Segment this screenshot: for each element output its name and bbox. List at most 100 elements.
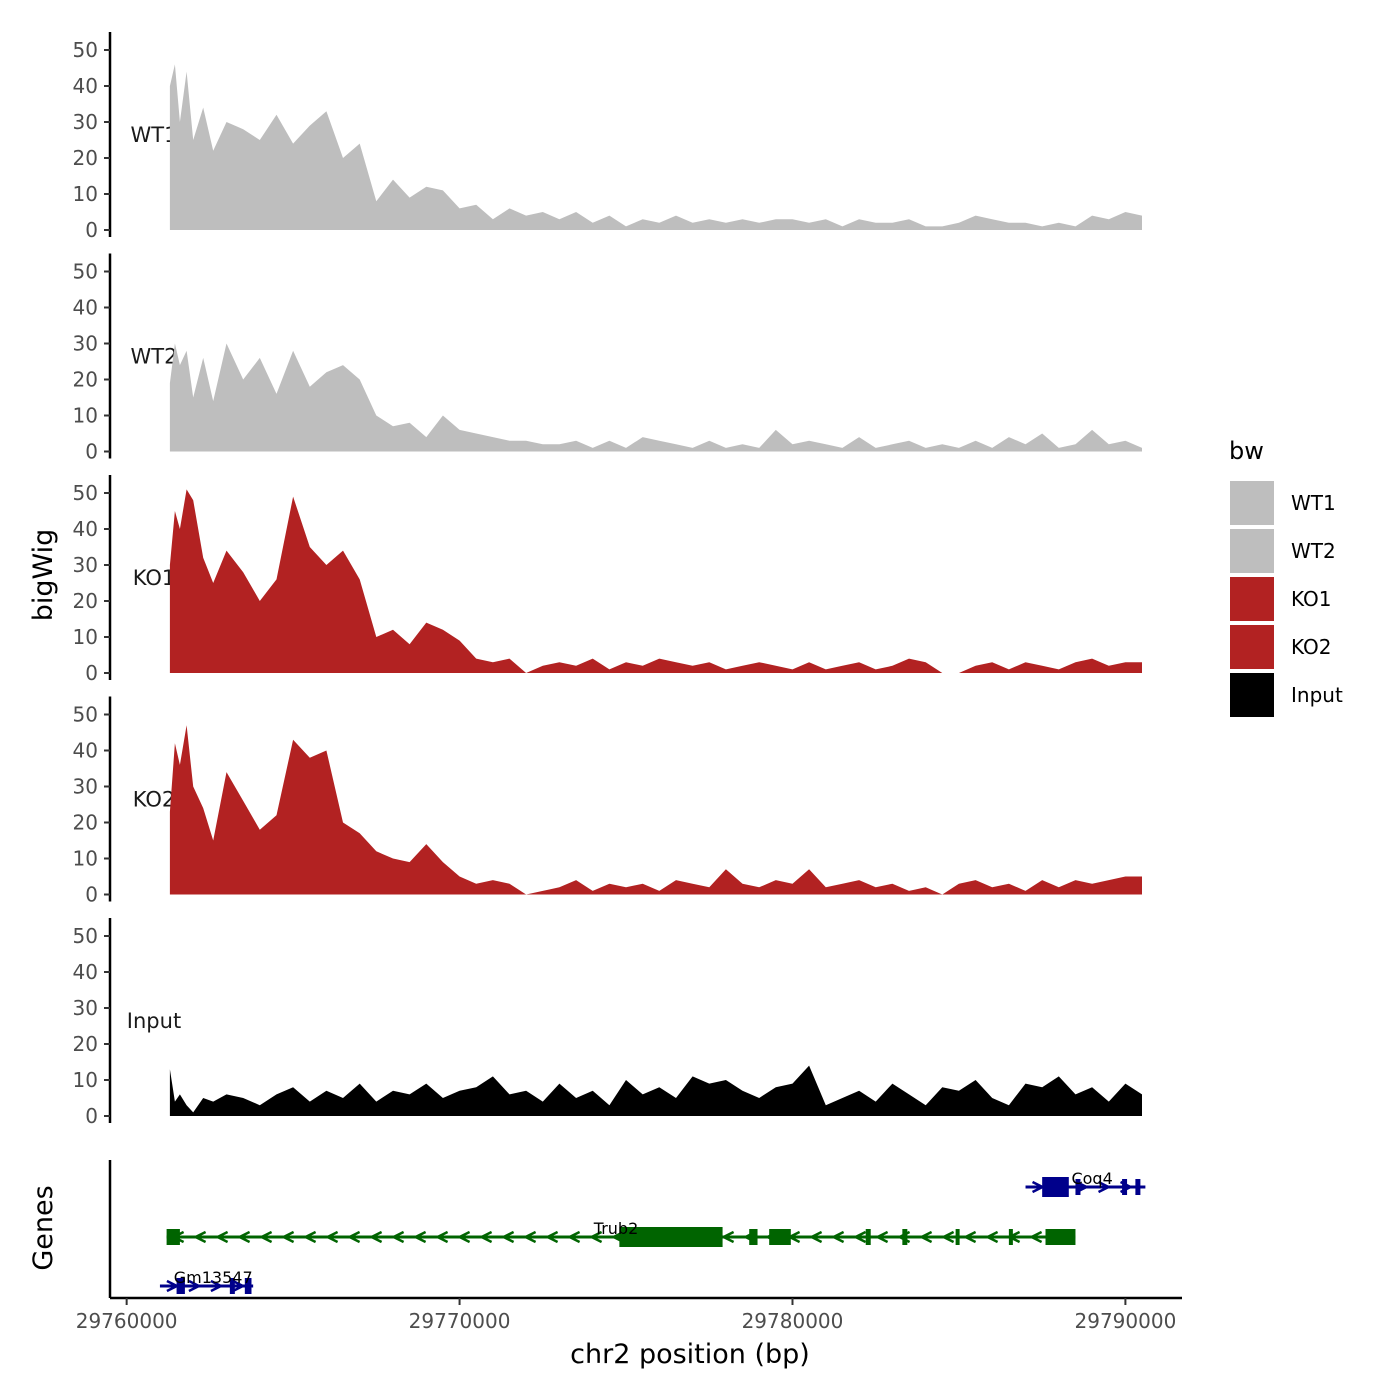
y-tick-label: 20	[73, 146, 98, 170]
coverage-tracks: 0 10 20 30 40 50 WT1 0 10 20 30 40 50 WT2 0 10 20 30 40 50 K…	[73, 32, 1142, 1128]
gene-exon	[244, 1278, 252, 1294]
strand-arrow	[368, 1230, 383, 1244]
coverage-area-input	[169, 1065, 1142, 1116]
y-tick-label: 50	[73, 924, 98, 948]
x-tick-label: 29780000	[742, 1309, 844, 1333]
strand-arrow	[434, 1230, 449, 1244]
y-tick-label: 50	[73, 38, 98, 62]
y-tick-label: 30	[73, 996, 98, 1020]
strand-arrow	[984, 1230, 999, 1244]
x-tick-label: 29790000	[1075, 1309, 1177, 1333]
gene-exon	[749, 1229, 758, 1245]
gene-exon	[902, 1229, 908, 1245]
strand-arrow	[522, 1230, 537, 1244]
y-tick-label: 10	[73, 847, 98, 871]
gene-label-trub2: Trub2	[593, 1219, 638, 1238]
track-label-ko1: KO1	[133, 566, 176, 590]
gene-label-coq4: Coq4	[1071, 1169, 1112, 1188]
strand-arrow	[962, 1230, 977, 1244]
coverage-area-wt2	[169, 343, 1142, 452]
strand-arrow	[302, 1230, 317, 1244]
legend-label-wt2: WT2	[1291, 539, 1336, 563]
strand-arrow	[232, 1279, 246, 1293]
strand-arrow	[456, 1230, 471, 1244]
y-tick-label: 40	[73, 960, 98, 984]
track-input: 0 10 20 30 40 50 Input	[73, 918, 1142, 1128]
gene-exon	[1075, 1179, 1081, 1195]
coverage-area-ko1	[169, 489, 1142, 673]
track-label-input: Input	[127, 1009, 181, 1033]
strand-arrow	[324, 1230, 339, 1244]
strand-arrow	[192, 1230, 207, 1244]
y-tick-label: 0	[85, 883, 98, 907]
track-label-ko2: KO2	[133, 788, 176, 812]
gene-exon	[769, 1229, 791, 1245]
track-wt2: 0 10 20 30 40 50 WT2	[73, 253, 1142, 464]
strand-arrow	[236, 1230, 251, 1244]
x-axis: 29760000 29770000 29780000 29790000	[76, 1296, 1182, 1333]
track-label-wt1: WT1	[131, 123, 178, 147]
strand-arrow	[852, 1230, 867, 1244]
legend-key-input	[1230, 673, 1274, 717]
strand-arrow	[830, 1230, 845, 1244]
y-tick-label: 10	[73, 404, 98, 428]
y-tick-label: 40	[73, 74, 98, 98]
strand-arrow	[258, 1230, 273, 1244]
gene-coq4: Coq4	[1025, 1169, 1146, 1197]
legend-label-ko1: KO1	[1291, 587, 1332, 611]
legend-key-ko1	[1230, 577, 1274, 621]
x-axis-title: chr2 position (bp)	[570, 1339, 810, 1370]
strand-arrow	[940, 1230, 955, 1244]
gene-exon	[176, 1278, 185, 1294]
strand-arrow	[874, 1230, 889, 1244]
strand-arrow	[346, 1230, 361, 1244]
y-tick-label: 0	[85, 218, 98, 242]
y-tick-label: 20	[73, 1032, 98, 1056]
track-label-wt2: WT2	[131, 345, 178, 369]
gene-exon	[619, 1227, 723, 1247]
y-tick-label: 10	[73, 182, 98, 206]
strand-arrow	[188, 1279, 202, 1293]
y-tick-label: 20	[73, 589, 98, 613]
gene-exon	[166, 1229, 180, 1245]
y-tick-label: 0	[85, 661, 98, 685]
track-wt1: 0 10 20 30 40 50 WT1	[73, 32, 1142, 242]
strand-arrow	[1097, 1180, 1112, 1194]
strand-arrow	[720, 1230, 735, 1244]
y-tick-label: 20	[73, 368, 98, 392]
gene-exon	[1122, 1179, 1128, 1195]
y-tick-label: 30	[73, 553, 98, 577]
legend-label-input: Input	[1291, 683, 1343, 707]
strand-arrow	[588, 1230, 603, 1244]
strand-arrow	[566, 1230, 581, 1244]
gene-exon	[955, 1229, 960, 1245]
strand-arrow	[500, 1230, 515, 1244]
legend-key-wt2	[1230, 529, 1274, 573]
gene-track-title: Genes	[28, 1185, 59, 1270]
legend-label-ko2: KO2	[1291, 635, 1332, 659]
gene-exon	[1135, 1179, 1141, 1195]
y-tick-label: 10	[73, 625, 98, 649]
gene-exon	[865, 1229, 871, 1245]
strand-arrow	[412, 1230, 427, 1244]
x-tick-label: 29760000	[76, 1309, 178, 1333]
legend-key-wt1	[1230, 481, 1274, 525]
y-tick-label: 0	[85, 440, 98, 464]
strand-arrow	[808, 1230, 823, 1244]
strand-arrow	[390, 1230, 405, 1244]
strand-arrow	[214, 1230, 229, 1244]
y-tick-label: 50	[73, 481, 98, 505]
strand-arrow	[1028, 1230, 1043, 1244]
coverage-area-ko2	[169, 725, 1142, 895]
gene-exon	[1042, 1177, 1069, 1197]
y-tick-label: 0	[85, 1104, 98, 1128]
y-tick-label: 30	[73, 775, 98, 799]
y-tick-label: 40	[73, 739, 98, 763]
strand-arrow	[544, 1230, 559, 1244]
gene-trub2: Trub2	[166, 1219, 1076, 1247]
coverage-area-wt1	[169, 64, 1142, 231]
track-ko1: 0 10 20 30 40 50 KO1	[73, 475, 1142, 685]
y-tick-label: 30	[73, 110, 98, 134]
legend: bw WT1 WT2 KO1 KO2 Input	[1229, 437, 1343, 717]
